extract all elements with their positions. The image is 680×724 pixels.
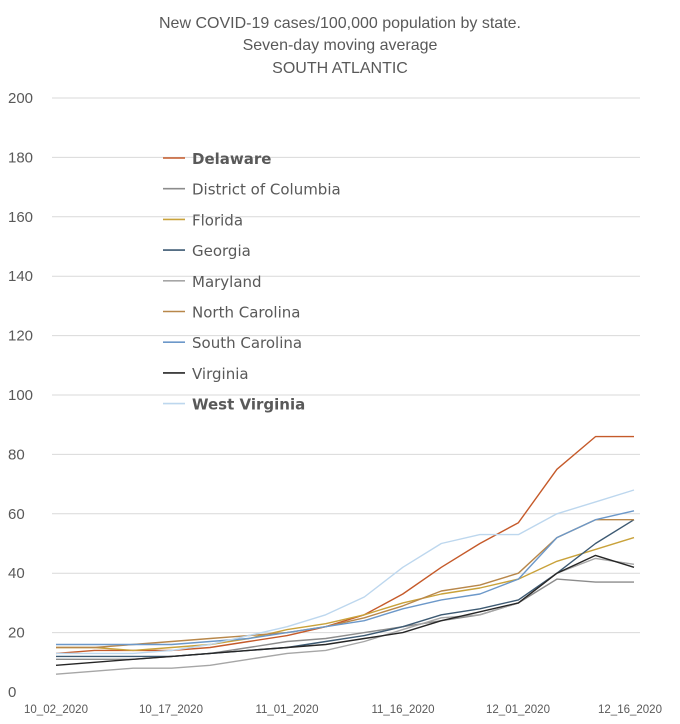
- legend-label: Florida: [192, 211, 243, 229]
- x-axis-ticks: 10_02_2020 10_17_2020 11_01_2020 11_16_2020…: [24, 704, 662, 716]
- series-line-south-carolina: [56, 510, 635, 646]
- series-line-virginia: [55, 554, 635, 666]
- series-line-georgia: [56, 519, 635, 658]
- series-line-west-virginia: [56, 489, 635, 655]
- legend-label: West Virginia: [192, 396, 305, 414]
- x-tick-label: 11_16_2020: [371, 704, 434, 716]
- y-tick-label: 120: [8, 328, 33, 345]
- legend-label: Delaware: [192, 150, 271, 168]
- y-tick-label: 160: [8, 209, 33, 226]
- legend-label: Georgia: [192, 242, 251, 260]
- legend-label: South Carolina: [192, 334, 302, 352]
- y-tick-label: 40: [8, 565, 25, 582]
- chart-subtitle-region: SOUTH ATLANTIC: [272, 60, 408, 77]
- legend-label: Maryland: [192, 273, 262, 291]
- series-line-north-carolina: [56, 519, 634, 649]
- y-tick-label: 140: [8, 268, 33, 285]
- x-tick-label: 10_02_2020: [24, 704, 88, 716]
- legend-label: North Carolina: [192, 304, 300, 322]
- y-tick-label: 180: [8, 149, 33, 166]
- chart-subtitle: Seven-day moving average: [243, 37, 438, 54]
- x-tick-label: 12_01_2020: [486, 704, 550, 716]
- y-tick-label: 60: [8, 506, 25, 523]
- chart-title: New COVID-19 cases/100,000 population by…: [159, 15, 521, 32]
- series-line-delaware: [55, 435, 634, 655]
- x-tick-label: 11_01_2020: [255, 704, 318, 716]
- y-tick-label: 80: [8, 446, 25, 463]
- y-tick-label: 100: [8, 387, 33, 404]
- y-tick-label: 200: [8, 90, 33, 107]
- series-lines: [55, 435, 635, 675]
- legend-label: Virginia: [192, 365, 249, 383]
- y-tick-label: 0: [8, 684, 16, 701]
- legend-label: District of Columbia: [192, 181, 341, 199]
- y-axis-ticks: 0 20 40 60 80 100 120 140 160 180 200: [8, 90, 33, 701]
- x-tick-label: 12_16_2020: [598, 704, 662, 716]
- x-tick-label: 10_17_2020: [139, 704, 203, 716]
- legend: Delaware District of Columbia Florida Georg…: [163, 150, 341, 414]
- series-line-florida: [56, 536, 635, 652]
- y-tick-label: 20: [8, 625, 25, 642]
- gridlines: [52, 97, 640, 634]
